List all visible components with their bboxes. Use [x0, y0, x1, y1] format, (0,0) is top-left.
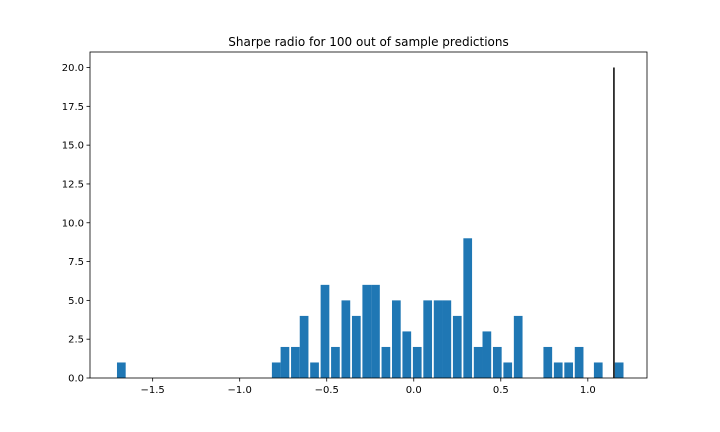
y-tick-label: 12.5	[62, 179, 84, 190]
chart-title: Sharpe radio for 100 out of sample predi…	[228, 35, 509, 49]
histogram-bar	[492, 346, 502, 378]
histogram-bar	[271, 362, 281, 378]
histogram-bar	[331, 346, 340, 378]
histogram-bar	[371, 284, 380, 378]
histogram-bar	[574, 346, 584, 378]
y-tick-label: 0.0	[68, 374, 84, 385]
histogram-bar	[310, 362, 319, 378]
histogram-bar	[351, 315, 361, 378]
x-tick-label: −1.0	[228, 385, 252, 396]
histogram-bar	[614, 362, 624, 378]
axes-frame	[89, 51, 648, 379]
histogram-bar	[381, 346, 391, 378]
histogram-bar	[423, 300, 433, 378]
x-tick-label: 0.0	[406, 385, 422, 396]
x-tick-label: 0.5	[493, 385, 509, 396]
histogram-bar	[299, 315, 309, 378]
histogram-bar	[513, 315, 523, 378]
histogram-bar	[473, 346, 483, 378]
histogram-bar	[362, 284, 372, 378]
x-axis-ticks: −1.5 −1.0 −0.5 0.0 0.5 1.0	[141, 378, 596, 396]
bars-group	[116, 238, 624, 378]
histogram-bar	[463, 238, 473, 378]
histogram-bar	[593, 362, 603, 378]
histogram-bar	[482, 331, 492, 378]
x-tick-label: −1.5	[141, 385, 165, 396]
y-tick-label: 20.0	[62, 63, 84, 74]
histogram-bar	[543, 346, 553, 378]
x-tick-label: 1.0	[580, 385, 596, 396]
histogram-bar	[402, 331, 412, 378]
y-tick-label: 17.5	[62, 102, 84, 113]
histogram-bar	[291, 346, 300, 378]
histogram-bar	[553, 362, 563, 378]
histogram-bar	[341, 300, 351, 378]
x-tick-label: −0.5	[315, 385, 339, 396]
histogram-bar	[116, 362, 126, 378]
y-axis-ticks: 0.0 2.5 5.0 7.5 10.0 12.5 15.0 17.5 20.0	[62, 63, 90, 385]
histogram-bar	[280, 346, 290, 378]
y-tick-label: 10.0	[62, 218, 84, 229]
histogram-bar	[391, 300, 401, 378]
histogram-bar	[412, 346, 422, 378]
y-tick-label: 5.0	[68, 296, 84, 307]
y-tick-label: 7.5	[68, 257, 84, 268]
histogram-bar	[564, 362, 574, 378]
y-tick-label: 15.0	[62, 141, 84, 152]
histogram-bar	[442, 300, 452, 378]
y-tick-label: 2.5	[68, 335, 84, 346]
histogram-bar	[433, 300, 443, 378]
histogram-bar	[452, 315, 462, 378]
histogram-bar	[320, 284, 330, 378]
histogram-bar	[503, 362, 513, 378]
